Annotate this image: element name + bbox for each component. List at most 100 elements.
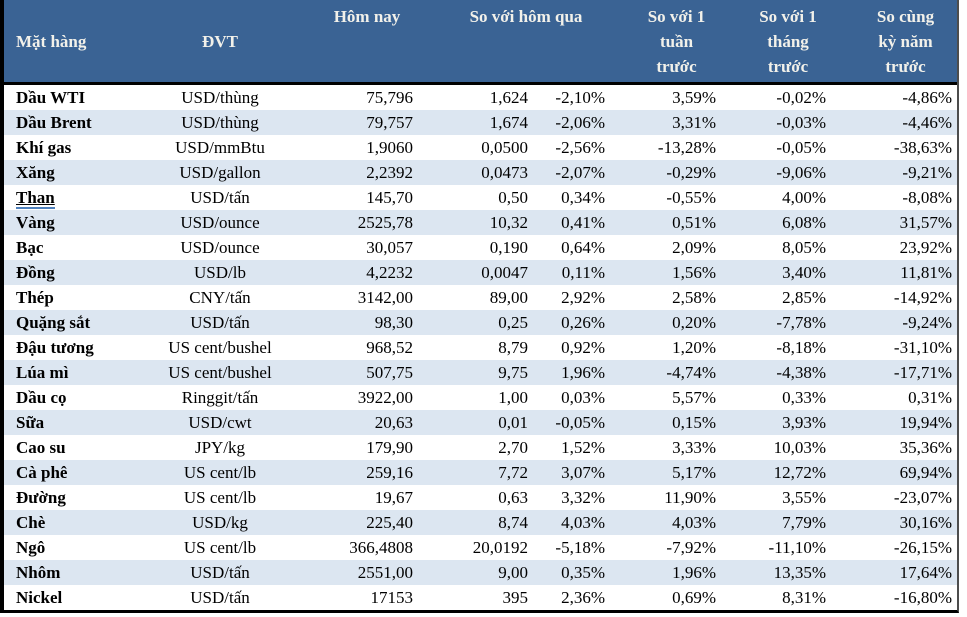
unit-cell: JPY/kg <box>194 437 246 457</box>
vs-yesterday-abs-cell: 7,72 <box>421 460 536 485</box>
unit-cell: USD/mmBtu <box>175 137 265 157</box>
table-row: Dầu Brent USD/thùng 79,757 1,674 -2,06% 3,31%… <box>4 110 957 135</box>
header-unit: ĐVT <box>149 0 291 85</box>
commodity-link[interactable]: Than <box>16 187 55 209</box>
vs-week-pct-cell: 1,96% <box>609 560 722 585</box>
table-row: Khí gas USD/mmBtu 1,9060 0,0500 -2,56% -13,28… <box>4 135 957 160</box>
vs-week-pct-cell: 1,20% <box>672 337 716 357</box>
vs-year-pct-cell: 11,81% <box>832 260 957 285</box>
today-value-cell: 79,757 <box>291 110 421 135</box>
commodity-name-cell: Sữa <box>4 410 149 435</box>
commodity-name-cell: Thép <box>16 287 54 307</box>
commodity-name-cell: Lúa mì <box>4 360 149 385</box>
vs-year-pct-cell: -4,86% <box>902 87 952 107</box>
vs-week-pct-cell: 0,15% <box>609 410 722 435</box>
table-row: Vàng USD/ounce 2525,78 10,32 0,41% 0,51% 6,08%… <box>4 210 957 235</box>
commodity-name-cell: Vàng <box>4 210 149 235</box>
vs-month-pct-cell: 8,05% <box>782 237 826 257</box>
vs-year-pct-cell: 19,94% <box>832 410 957 435</box>
vs-year-pct-cell: 69,94% <box>832 460 957 485</box>
unit-cell: USD/tấn <box>149 560 291 585</box>
vs-week-pct-cell: -0,29% <box>609 160 722 185</box>
vs-month-pct-cell: -11,10% <box>768 537 826 557</box>
table-header: Mặt hàng ĐVT Hôm nay So với hôm qua So v… <box>4 0 957 85</box>
table-row: Đồng USD/lb 4,2232 0,0047 0,11% 1,56% 3,40% 11,… <box>4 260 957 285</box>
unit-cell: USD/gallon <box>149 160 291 185</box>
today-value-cell: 98,30 <box>291 310 421 335</box>
table-row: Cà phê US cent/lb 259,16 7,72 3,07% 5,17% 12,7… <box>4 460 957 485</box>
today-value-cell: 507,75 <box>291 360 421 385</box>
vs-month-pct-cell: -0,05% <box>776 137 826 157</box>
commodity-name-cell: Đường <box>16 487 66 507</box>
vs-yesterday-pct-cell: 0,11% <box>536 260 609 285</box>
vs-week-pct-cell: 2,09% <box>672 237 716 257</box>
table-row: Dầu WTI USD/thùng 75,796 1,624 -2,10% 3,59% -0… <box>4 84 957 111</box>
unit-cell: USD/tấn <box>190 587 250 607</box>
commodity-name-cell: Bạc <box>16 237 44 257</box>
table-row: Bạc USD/ounce 30,057 0,190 0,64% 2,09% 8,05% 23… <box>4 235 957 260</box>
today-value-cell: 259,16 <box>291 460 421 485</box>
commodity-name-cell: Xăng <box>4 160 149 185</box>
vs-year-pct-cell: 31,57% <box>832 210 957 235</box>
vs-month-pct-cell: 2,85% <box>782 287 826 307</box>
vs-yesterday-pct-cell: 0,35% <box>536 560 609 585</box>
vs-year-pct-cell: -38,63% <box>893 137 952 157</box>
table-row: Chè USD/kg 225,40 8,74 4,03% 4,03% 7,79% 30,16% <box>4 510 957 535</box>
vs-yesterday-pct-cell: 0,92% <box>561 337 605 357</box>
vs-year-pct-cell: -9,24% <box>832 310 957 335</box>
unit-cell: Ringgit/tấn <box>181 387 259 407</box>
today-value-cell: 75,796 <box>366 87 413 107</box>
today-value-cell: 968,52 <box>366 337 413 357</box>
unit-cell: US cent/bushel <box>168 337 272 357</box>
vs-yesterday-pct-cell: 1,52% <box>561 437 605 457</box>
vs-week-pct-cell: 11,90% <box>664 487 716 507</box>
commodity-name-cell: Đồng <box>4 260 149 285</box>
vs-yesterday-pct-cell: 0,64% <box>561 237 605 257</box>
vs-year-pct-cell: 0,31% <box>908 387 952 407</box>
unit-cell: USD/kg <box>149 510 291 535</box>
vs-month-pct-cell: 12,72% <box>722 460 832 485</box>
commodity-name-cell: Đậu tương <box>16 337 94 357</box>
today-value-cell: 2,2392 <box>291 160 421 185</box>
vs-week-pct-cell: 2,58% <box>672 287 716 307</box>
unit-cell: US cent/lb <box>149 460 291 485</box>
vs-week-pct-cell: 0,69% <box>672 587 716 607</box>
commodity-name-cell: Dầu Brent <box>4 110 149 135</box>
vs-yesterday-pct-cell: 0,41% <box>536 210 609 235</box>
today-value-cell: 225,40 <box>291 510 421 535</box>
vs-week-pct-cell: 5,17% <box>609 460 722 485</box>
unit-cell: USD/tấn <box>190 187 250 207</box>
vs-month-pct-cell: 13,35% <box>722 560 832 585</box>
vs-yesterday-abs-cell: 2,70 <box>498 437 528 457</box>
unit-cell: US cent/bushel <box>149 360 291 385</box>
commodity-name-cell: Chè <box>4 510 149 535</box>
commodity-name-cell: Dầu WTI <box>16 87 86 107</box>
header-vs-year: So cùng kỳ năm trước <box>832 0 957 85</box>
vs-week-pct-cell: -0,55% <box>666 187 716 207</box>
vs-year-pct-cell: -17,71% <box>832 360 957 385</box>
unit-cell: USD/lb <box>149 260 291 285</box>
commodity-name-cell: Than <box>4 185 149 210</box>
vs-yesterday-abs-cell: 1,00 <box>498 387 528 407</box>
table-row: Thép CNY/tấn 3142,00 89,00 2,92% 2,58% 2,85% -1… <box>4 285 957 310</box>
vs-week-pct-cell: 4,03% <box>609 510 722 535</box>
vs-yesterday-abs-cell: 0,01 <box>421 410 536 435</box>
vs-month-pct-cell: -8,18% <box>776 337 826 357</box>
unit-cell: USD/ounce <box>149 210 291 235</box>
vs-week-pct-cell: 3,31% <box>609 110 722 135</box>
vs-month-pct-cell: -4,38% <box>722 360 832 385</box>
vs-year-pct-cell: -14,92% <box>893 287 952 307</box>
table-row: Than USD/tấn 145,70 0,50 0,34% -0,55% 4,00% -8,… <box>4 185 957 210</box>
vs-week-pct-cell: -7,92% <box>666 537 716 557</box>
commodity-name-cell: Dầu cọ <box>16 387 67 407</box>
vs-yesterday-abs-cell: 89,00 <box>489 287 528 307</box>
vs-yesterday-pct-cell: 0,34% <box>561 187 605 207</box>
today-value-cell: 4,2232 <box>291 260 421 285</box>
unit-cell: USD/ounce <box>180 237 260 257</box>
today-value-cell: 30,057 <box>366 237 413 257</box>
table-row: Dầu cọ Ringgit/tấn 3922,00 1,00 0,03% 5,57% 0,… <box>4 385 957 410</box>
commodity-name-cell: Ngô <box>16 537 46 557</box>
commodity-name-cell: Cà phê <box>4 460 149 485</box>
vs-week-pct-cell: 0,51% <box>609 210 722 235</box>
vs-yesterday-pct-cell: 2,92% <box>561 287 605 307</box>
